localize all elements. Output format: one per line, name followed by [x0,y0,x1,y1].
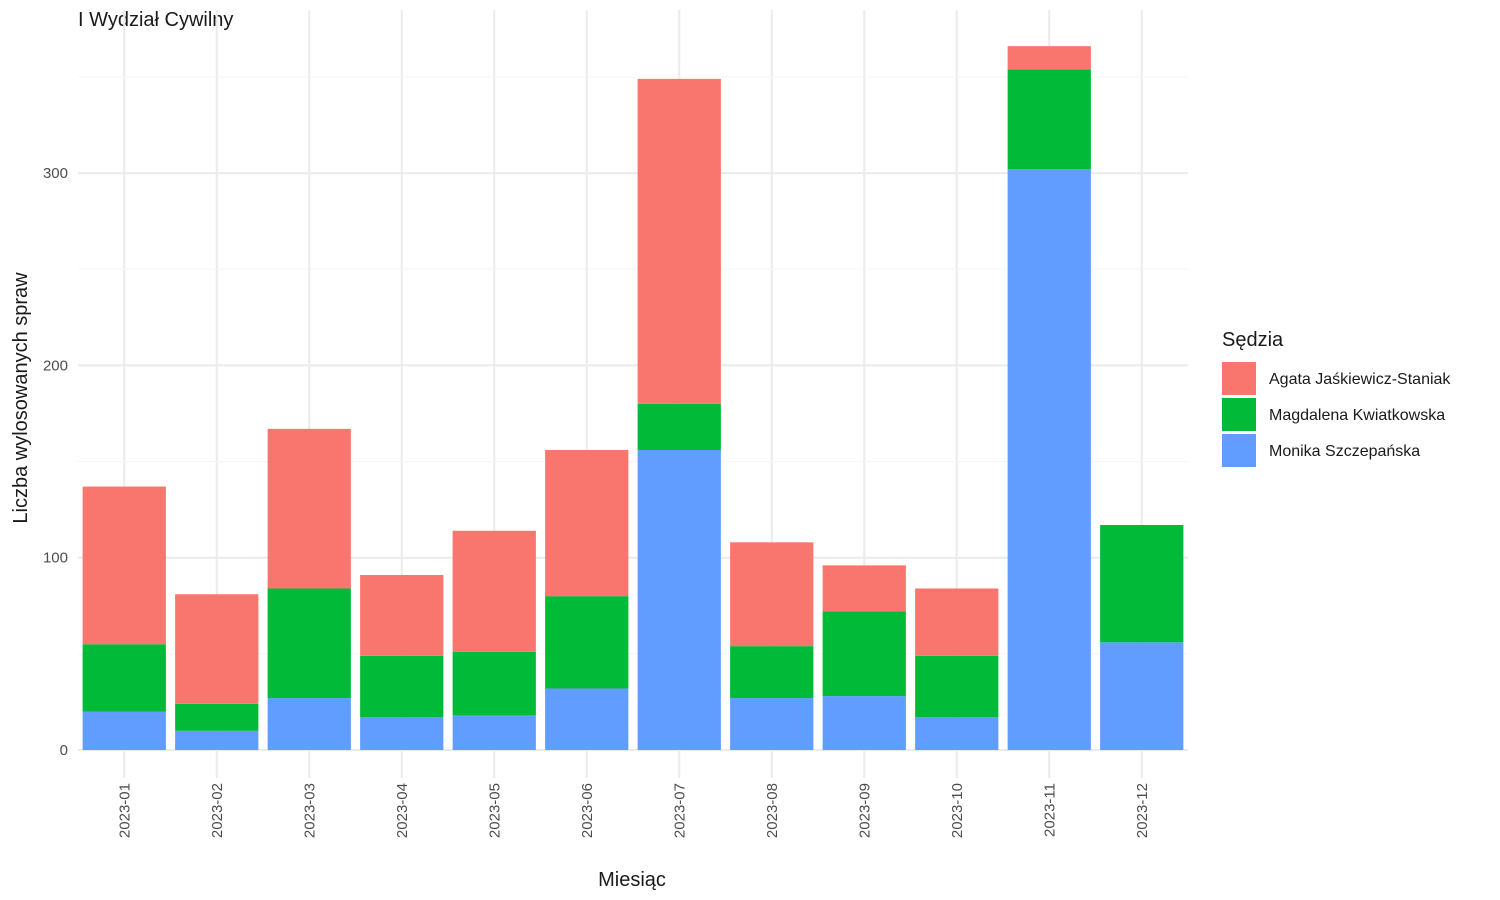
x-tick-label: 2023-11 [1041,783,1058,837]
bar-segment [267,698,351,750]
legend-label: Monika Szczepańska [1269,443,1420,460]
x-tick-label: 2023-07 [671,783,688,838]
bar-segment [915,717,999,750]
bar-segment [730,542,814,647]
bar-segment [637,403,721,451]
bar-segment [360,575,444,656]
bar-segment [822,565,906,612]
legend-label: Magdalena Kwiatkowska [1269,407,1445,424]
bar-segment [1007,169,1091,750]
x-tick-label: 2023-10 [949,783,966,838]
bars [82,46,1184,750]
y-tick-label: 300 [43,165,68,182]
legend-label: Agata Jaśkiewicz-Staniak [1269,371,1451,388]
x-tick-label: 2023-12 [1134,783,1151,838]
bar-segment [545,450,629,597]
bar-segment [545,688,629,750]
x-tick-label: 2023-09 [856,783,873,838]
bar-segment [82,644,166,712]
x-axis-title: Miesiąc [598,869,666,891]
bar-segment [915,588,999,656]
x-tick-label: 2023-03 [301,783,318,838]
bar-segment [82,711,166,750]
bar-segment [1100,525,1184,643]
legend-swatch [1222,398,1256,431]
bar-segment [1007,69,1091,170]
y-tick-label: 200 [43,357,68,374]
bar-segment [267,588,351,699]
x-tick-label: 2023-01 [116,783,133,838]
x-axis-ticks: 2023-01 2023-02 2023-03 2023-04 2023-05 2023-… [116,783,1151,838]
y-tick-label: 0 [60,742,68,759]
bar-segment [360,717,444,750]
bar-segment [360,655,444,718]
bar-segment [730,698,814,750]
x-tick-label: 2023-04 [394,783,411,838]
y-axis-ticks: 0 100 200 300 [43,165,68,759]
bar-segment [175,703,259,731]
bar-segment [452,530,536,652]
bar-segment [175,594,259,704]
bar-segment [915,655,999,718]
y-tick-label: 100 [43,550,68,567]
bar-segment [637,450,721,750]
legend: Sędzia Agata Jaśkiewicz-Staniak Magdalena… [1222,329,1451,467]
bar-segment [637,78,721,404]
y-axis-title: Liczba wylosowanych spraw [10,272,32,524]
bar-segment [452,715,536,750]
bar-segment [452,651,536,716]
x-tick-label: 2023-05 [486,783,503,838]
bar-segment [822,611,906,697]
bar-segment [545,596,629,689]
legend-title: Sędzia [1222,329,1284,351]
x-tick-label: 2023-02 [209,783,226,838]
legend-swatch [1222,434,1256,467]
chart-title: I Wydział Cywilny [78,9,233,31]
bar-segment [1100,642,1184,750]
bar-segment [822,696,906,750]
bar-segment [175,730,259,750]
bar-segment [267,428,351,589]
x-tick-label: 2023-08 [764,783,781,838]
legend-swatch [1222,362,1256,395]
x-tick-label: 2023-06 [579,783,596,838]
bar-segment [1007,46,1091,70]
bar-segment [82,486,166,645]
bar-segment [730,646,814,699]
